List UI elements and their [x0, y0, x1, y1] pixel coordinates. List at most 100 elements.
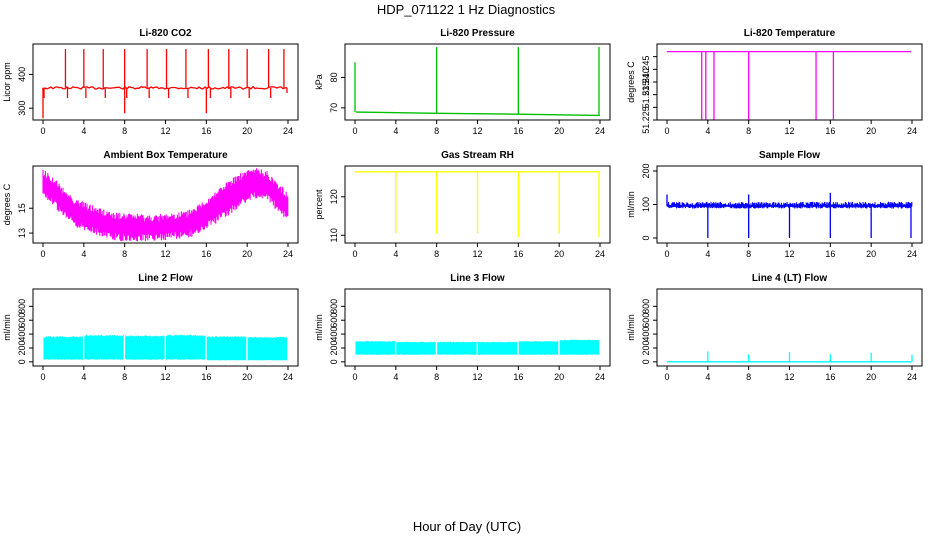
x-tick-label: 4 [705, 372, 710, 382]
series-segment [165, 334, 206, 360]
x-tick-label: 0 [352, 249, 357, 259]
x-tick-label: 0 [352, 126, 357, 136]
series-group [354, 47, 601, 117]
series-group [667, 50, 911, 120]
figure-title: HDP_071122 1 Hz Diagnostics [377, 2, 556, 17]
x-tick-label: 0 [352, 372, 357, 382]
x-tick-label: 24 [595, 372, 605, 382]
y-tick-label: 13 [17, 228, 27, 238]
y-tick-label: 0 [17, 359, 27, 364]
x-tick-label: 24 [283, 249, 293, 259]
y-axis-label: degrees C [626, 61, 636, 103]
x-tick-label: 0 [664, 126, 669, 136]
x-tick-label: 20 [866, 372, 876, 382]
y-tick-label: 200 [17, 340, 27, 355]
series-segment [518, 341, 559, 355]
panel-title: Sample Flow [759, 150, 820, 161]
x-tick-label: 16 [513, 249, 523, 259]
plot-frame [344, 43, 611, 121]
x-tick-label: 16 [201, 126, 211, 136]
y-tick-label: 600 [17, 313, 27, 328]
series-group [42, 168, 289, 242]
panel-title: Line 3 Flow [450, 273, 505, 284]
x-tick-label: 8 [434, 249, 439, 259]
panel-title: Gas Stream RH [441, 150, 514, 161]
x-tick-label: 16 [825, 249, 835, 259]
y-tick-label: 600 [641, 313, 651, 328]
y-axis-label: degrees C [2, 183, 12, 225]
chart-panel: Line 4 (LT) Flow ml/min 0 4 8 12 16 20 24 0 200400… [626, 273, 923, 382]
x-tick-label: 0 [40, 126, 45, 136]
chart-panel: Ambient Box Temperature degrees C 0 4 8 12 16 2… [2, 150, 299, 259]
plot-frame [656, 43, 923, 121]
x-tick-label: 4 [393, 249, 398, 259]
x-tick-label: 4 [705, 249, 710, 259]
series-segment [559, 339, 600, 355]
x-tick-label: 12 [472, 126, 482, 136]
y-tick-label: 200 [641, 340, 651, 355]
series-group [43, 334, 288, 361]
panel-title: Li-820 CO2 [139, 28, 192, 39]
x-tick-label: 8 [122, 249, 127, 259]
chart-panel: Li-820 Temperature degrees C 0 4 8 12 16 20 24 51… [626, 28, 923, 136]
x-tick-label: 4 [393, 372, 398, 382]
y-tick-label: 0 [329, 359, 339, 364]
y-tick-label: 800 [641, 299, 651, 314]
x-tick-label: 20 [242, 249, 252, 259]
x-tick-label: 20 [554, 249, 564, 259]
y-tick-label: 400 [641, 327, 651, 342]
x-tick-label: 0 [664, 372, 669, 382]
x-tick-label: 16 [513, 126, 523, 136]
y-tick-label: 0 [641, 359, 651, 364]
series-band [42, 168, 289, 242]
y-tick-label: 15 [17, 203, 27, 213]
panel-title: Li-820 Pressure [440, 28, 515, 39]
figure-xlabel: Hour of Day (UTC) [413, 519, 521, 534]
chart-panel: Gas Stream RH percent 0 4 8 12 16 20 24 110 120 [314, 150, 611, 259]
x-tick-label: 4 [81, 372, 86, 382]
x-tick-label: 12 [160, 126, 170, 136]
x-tick-label: 0 [40, 372, 45, 382]
x-tick-label: 20 [554, 372, 564, 382]
y-tick-label: 110 [329, 228, 339, 242]
x-tick-label: 16 [825, 372, 835, 382]
x-tick-label: 16 [201, 249, 211, 259]
series-segment [125, 335, 165, 360]
chart-panel: Li-820 CO2 Licor ppm 0 4 8 12 16 20 24 300 400 [2, 28, 299, 136]
y-tick-label: 400 [329, 327, 339, 342]
x-tick-label: 8 [122, 372, 127, 382]
x-tick-label: 8 [434, 126, 439, 136]
x-tick-label: 24 [907, 249, 917, 259]
plot-frame [32, 43, 299, 121]
y-axis-label: ml/min [626, 191, 636, 218]
y-axis-label: ml/min [626, 314, 636, 341]
x-tick-label: 16 [513, 372, 523, 382]
x-tick-label: 20 [554, 126, 564, 136]
y-tick-label: 100 [641, 197, 651, 212]
x-tick-label: 16 [825, 126, 835, 136]
y-axis-label: ml/min [2, 314, 12, 341]
series-segment [43, 336, 83, 360]
y-tick-label: 400 [17, 67, 27, 82]
x-tick-label: 12 [472, 372, 482, 382]
x-tick-label: 24 [283, 372, 293, 382]
chart-panel: Li-820 Pressure kPa 0 4 8 12 16 20 24 70 80 [314, 28, 611, 136]
series-group [355, 339, 600, 355]
panel-title: Li-820 Temperature [744, 28, 836, 39]
series-group [667, 351, 913, 363]
y-tick-label: 51.245 [641, 56, 651, 84]
series-group [42, 49, 288, 119]
x-tick-label: 0 [40, 249, 45, 259]
x-tick-label: 12 [784, 372, 794, 382]
x-tick-label: 20 [242, 126, 252, 136]
x-tick-label: 24 [595, 249, 605, 259]
x-tick-label: 8 [746, 372, 751, 382]
series-segment [355, 341, 395, 355]
x-tick-label: 24 [907, 372, 917, 382]
series-segment [477, 341, 518, 355]
series-segment [206, 336, 247, 361]
x-tick-label: 4 [705, 126, 710, 136]
series-baseline [42, 85, 288, 90]
chart-panel: Line 3 Flow ml/min 0 4 8 12 16 20 24 0 20040060080… [314, 273, 611, 382]
